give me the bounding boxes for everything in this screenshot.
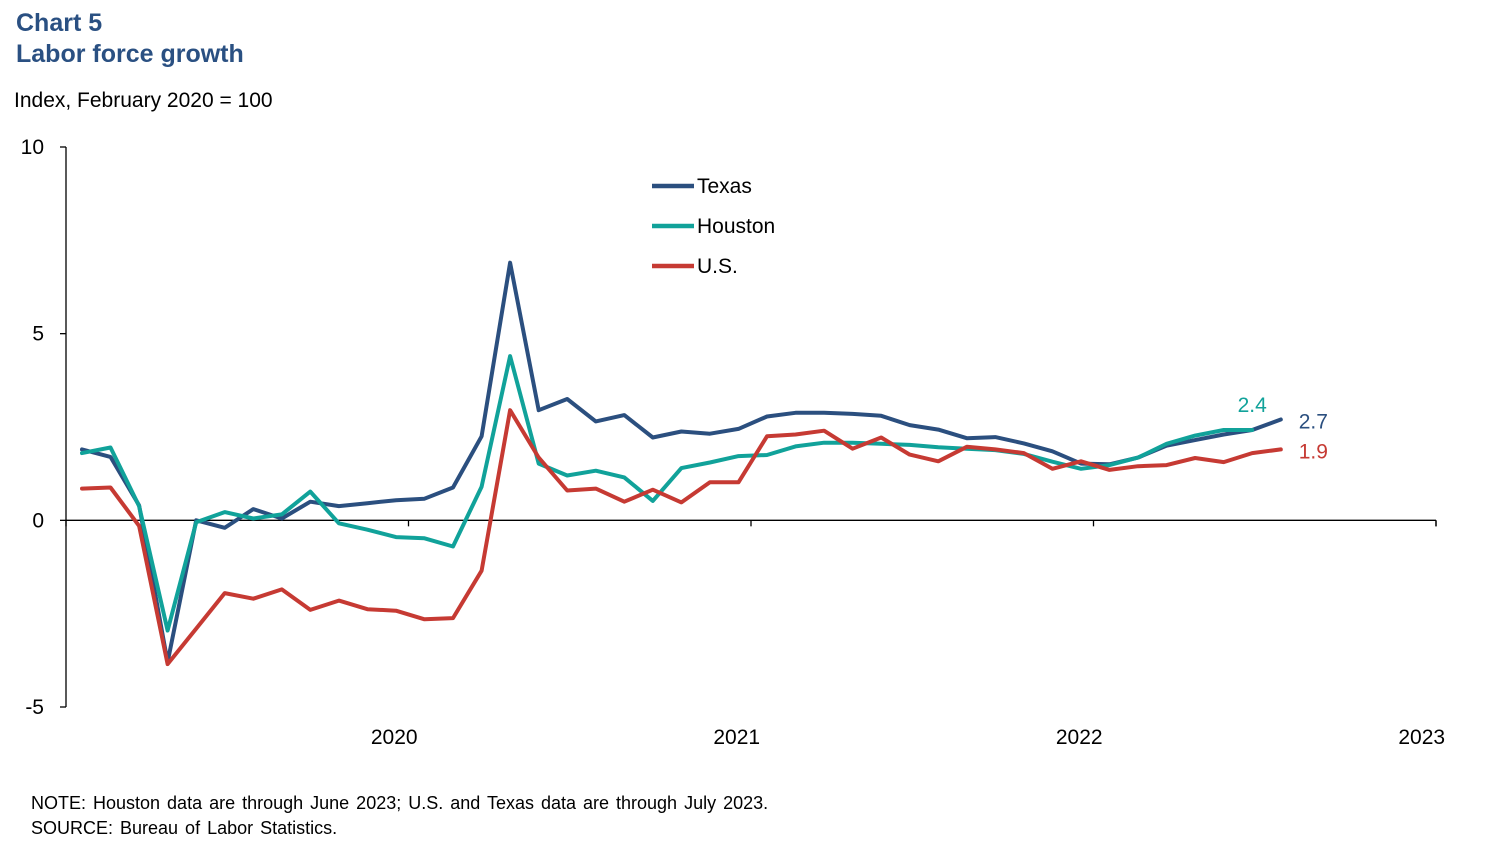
source-text: SOURCE: Bureau of Labor Statistics. bbox=[31, 818, 338, 838]
y-tick-label: 0 bbox=[32, 509, 44, 532]
legend-label-us: U.S. bbox=[697, 255, 738, 278]
chart-note: NOTE: Houston data are through June 2023… bbox=[31, 791, 768, 841]
legend-label-texas: Texas bbox=[697, 175, 752, 198]
x-tick-label: 2020 bbox=[371, 726, 418, 749]
chart-title: Chart 5 Labor force growth bbox=[16, 8, 244, 70]
note-text: NOTE: Houston data are through June 2023… bbox=[31, 793, 769, 813]
y-axis-label: Index, February 2020 = 100 bbox=[14, 89, 273, 112]
y-tick-label: 10 bbox=[21, 136, 44, 159]
x-tick-label: 2022 bbox=[1056, 726, 1103, 749]
x-tick-label: 2023 bbox=[1398, 726, 1445, 749]
chart-number: Chart 5 bbox=[16, 9, 103, 37]
chart-subtitle: Labor force growth bbox=[16, 40, 244, 68]
end-label-us: 1.9 bbox=[1299, 440, 1328, 463]
series-line-houston bbox=[80, 354, 1255, 633]
y-tick-label: 5 bbox=[32, 323, 44, 346]
legend-label-houston: Houston bbox=[697, 215, 775, 238]
end-label-houston: 2.4 bbox=[1238, 394, 1268, 417]
x-tick-label: 2021 bbox=[713, 726, 760, 749]
series-line-texas bbox=[80, 260, 1283, 665]
end-label-texas: 2.7 bbox=[1299, 411, 1328, 434]
y-tick-label: -5 bbox=[25, 696, 44, 719]
series-line-us bbox=[80, 408, 1283, 667]
